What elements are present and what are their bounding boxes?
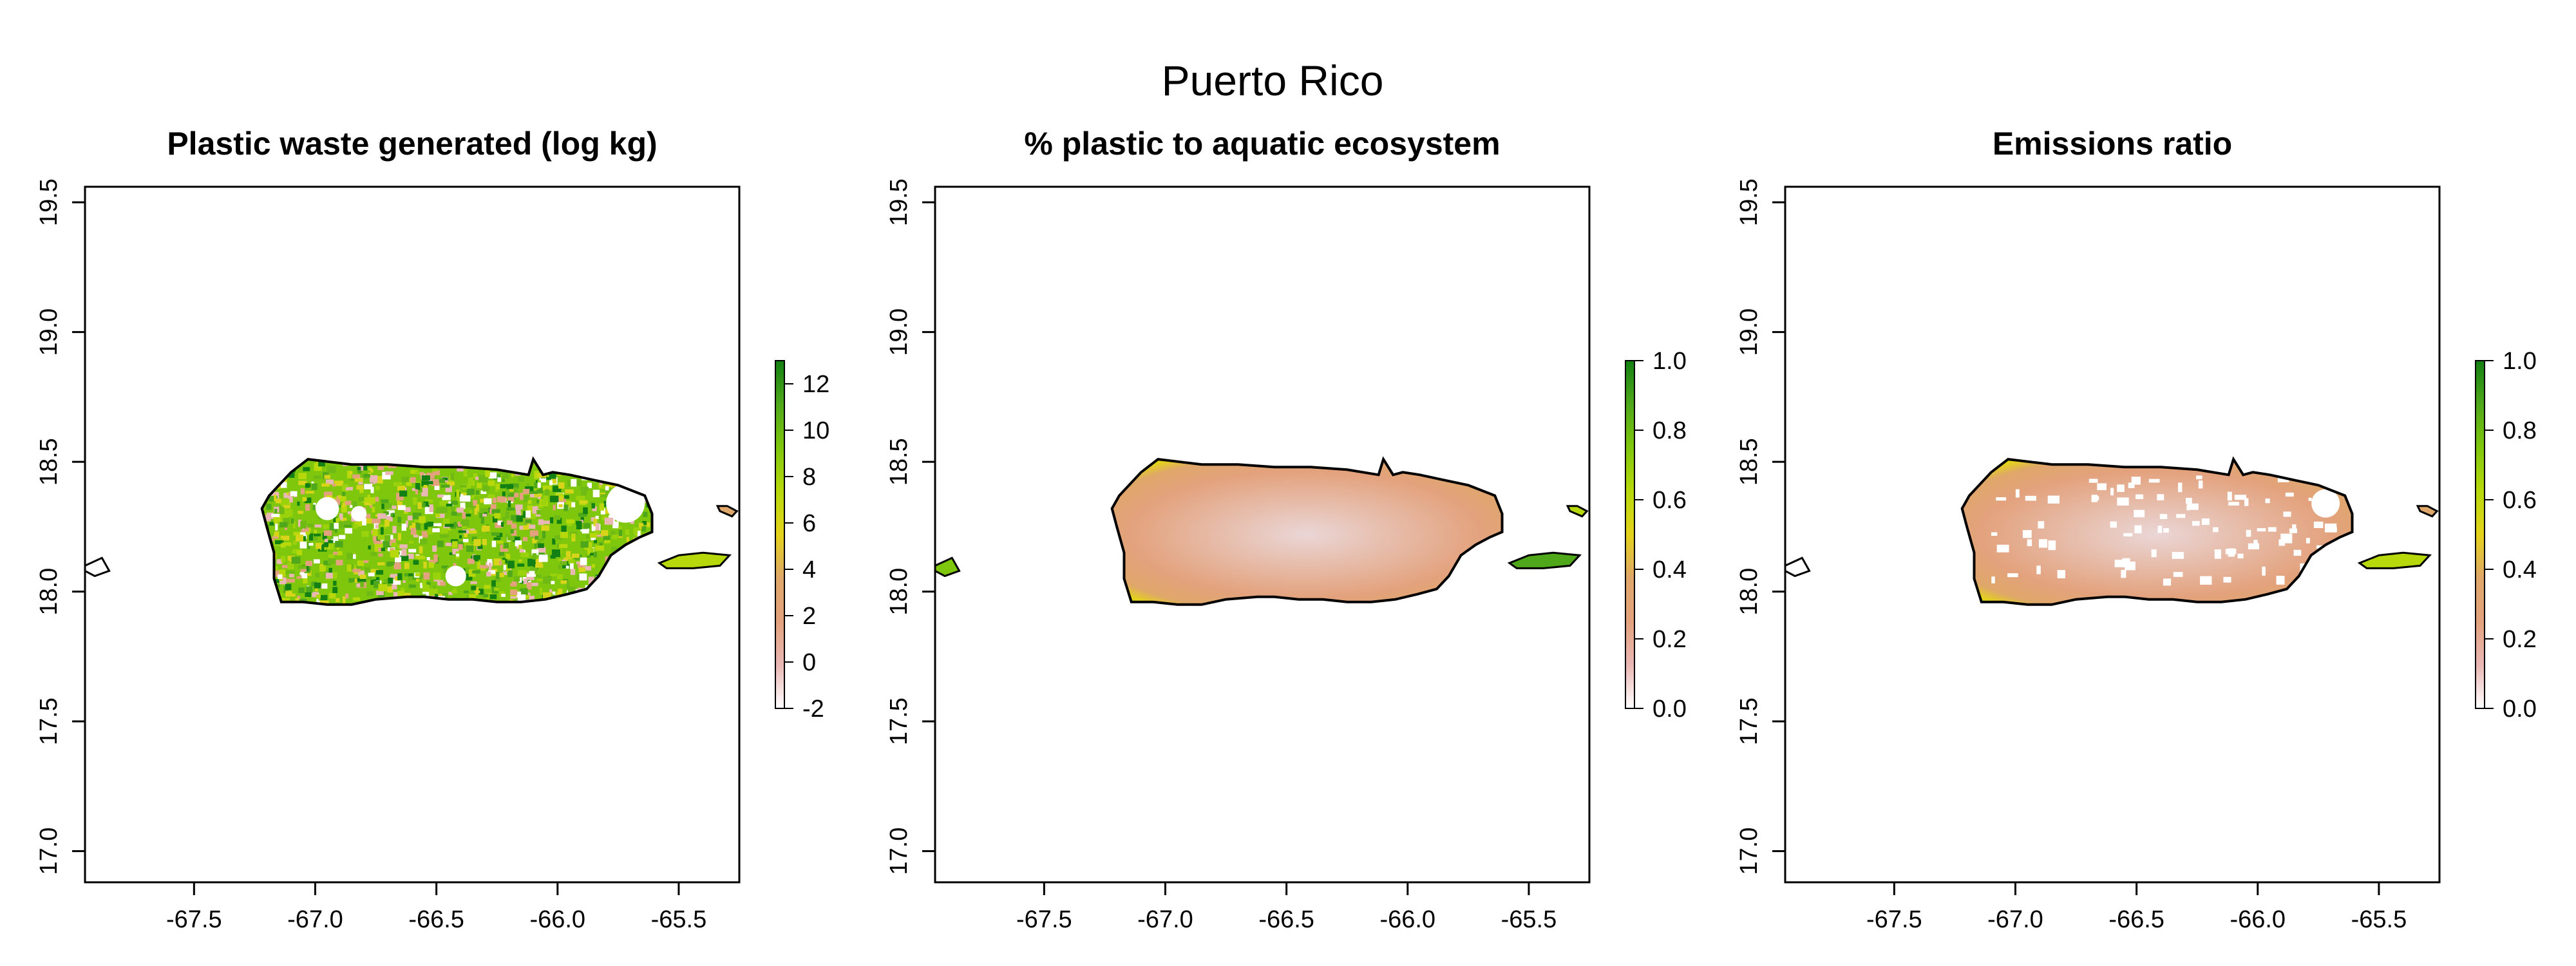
colorbar-tick-label: 0.2 [2503, 626, 2537, 653]
island-mona [934, 556, 961, 578]
raster-mainland [1112, 459, 1502, 605]
plot-frame [934, 185, 1591, 884]
y-tick-label: 19.0 [1736, 308, 1763, 356]
island-vieques [657, 551, 732, 569]
island-culebra [715, 505, 739, 518]
x-tick-label: -67.0 [1137, 906, 1193, 933]
map-panels: Plastic waste generated (log kg) -67.5 -67… [35, 126, 2537, 933]
colorbar-ramp [2475, 360, 2485, 709]
colorbar-tick-label: 12 [802, 371, 829, 398]
x-tick-label: -67.5 [166, 906, 222, 933]
colorbar-tick-label: -2 [802, 696, 824, 723]
y-tick-label: 18.5 [35, 438, 62, 486]
x-tick-label: -66.5 [1258, 906, 1314, 933]
island-culebra [1566, 505, 1589, 518]
coastline-mainland [1960, 456, 2354, 606]
x-tick-label: -66.0 [529, 906, 585, 933]
colorbar-tick-label: 0.8 [2503, 417, 2537, 444]
x-tick-label: -65.5 [2351, 906, 2407, 933]
x-tick-label: -65.5 [1501, 906, 1557, 933]
y-tick-label: 18.0 [886, 568, 913, 616]
colorbar-tick-label: 1.0 [2503, 348, 2537, 375]
island-vieques [1507, 551, 1582, 569]
x-tick-label: -66.5 [2108, 906, 2164, 933]
panel-title: Emissions ratio [1993, 126, 2232, 162]
y-tick-label: 18.5 [1736, 438, 1763, 486]
panel-title: Plastic waste generated (log kg) [167, 126, 657, 162]
y-tick-label: 19.5 [1736, 178, 1763, 226]
colorbar-tick-label: 0.8 [1653, 417, 1687, 444]
raster-mainland [1962, 459, 2353, 605]
map-panel-ratio: Emissions ratio -67.5 -67.0 -66.5 -66.0 -65.5… [1736, 126, 2537, 933]
colorbar: 0.0 0.2 0.4 0.6 0.8 1.0 [2475, 348, 2537, 723]
y-tick-label: 17.5 [886, 697, 913, 745]
colorbar-tick-label: 0.4 [1653, 556, 1687, 583]
map-panel-waste: Plastic waste generated (log kg) -67.5 -67… [35, 126, 829, 933]
panel-title: % plastic to aquatic ecosystem [1024, 126, 1500, 162]
colorbar-ramp [775, 360, 785, 709]
y-tick-label: 18.5 [886, 438, 913, 486]
island-vieques [2357, 551, 2432, 569]
y-tick-label: 17.0 [35, 828, 62, 875]
island-mona [84, 556, 111, 578]
y-tick-label: 18.0 [1736, 568, 1763, 616]
map-panel-aquatic: % plastic to aquatic ecosystem -67.5 -67.0… [886, 126, 1687, 933]
y-tick-label: 19.5 [886, 178, 913, 226]
x-tick-label: -67.0 [287, 906, 343, 933]
y-tick-label: 19.0 [886, 308, 913, 356]
y-tick-label: 17.5 [35, 697, 62, 745]
colorbar-tick-label: 0.4 [2503, 556, 2537, 583]
colorbar-tick-label: 6 [802, 510, 816, 537]
colorbar-tick-label: 0 [802, 649, 816, 676]
y-tick-label: 17.0 [886, 828, 913, 875]
colorbar-tick-label: 0.0 [1653, 696, 1687, 723]
colorbar: 0.0 0.2 0.4 0.6 0.8 1.0 [1625, 348, 1687, 723]
x-tick-label: -66.0 [2230, 906, 2286, 933]
figure-title: Puerto Rico [1162, 57, 1384, 104]
island-culebra [2416, 505, 2439, 518]
colorbar-tick-label: 0.0 [2503, 696, 2537, 723]
x-tick-label: -67.5 [1016, 906, 1072, 933]
coastline-mainland [1110, 456, 1504, 606]
colorbar-tick-label: 4 [802, 556, 816, 583]
colorbar-tick-label: 10 [802, 417, 829, 444]
x-tick-label: -65.5 [651, 906, 707, 933]
plot-frame [1784, 185, 2441, 884]
y-tick-label: 17.0 [1736, 828, 1763, 875]
colorbar: -2 0 2 4 6 8 10 12 [775, 360, 829, 723]
y-tick-label: 19.0 [35, 308, 62, 356]
colorbar-tick-label: 2 [802, 603, 816, 630]
y-tick-label: 19.5 [35, 178, 62, 226]
y-tick-label: 17.5 [1736, 697, 1763, 745]
colorbar-tick-label: 8 [802, 464, 816, 491]
y-tick-label: 18.0 [35, 568, 62, 616]
colorbar-tick-label: 0.6 [1653, 487, 1687, 514]
x-tick-label: -66.5 [408, 906, 464, 933]
colorbar-tick-label: 0.2 [1653, 626, 1687, 653]
island-mona [1784, 556, 1811, 578]
x-tick-label: -66.0 [1379, 906, 1435, 933]
colorbar-ramp [1625, 360, 1635, 709]
colorbar-tick-label: 0.6 [2503, 487, 2537, 514]
raster-mainland [261, 459, 652, 605]
plot-frame [84, 185, 741, 884]
colorbar-tick-label: 1.0 [1653, 348, 1687, 375]
x-tick-label: -67.5 [1866, 906, 1922, 933]
x-tick-label: -67.0 [1987, 906, 2043, 933]
coastline-mainland [260, 456, 654, 606]
